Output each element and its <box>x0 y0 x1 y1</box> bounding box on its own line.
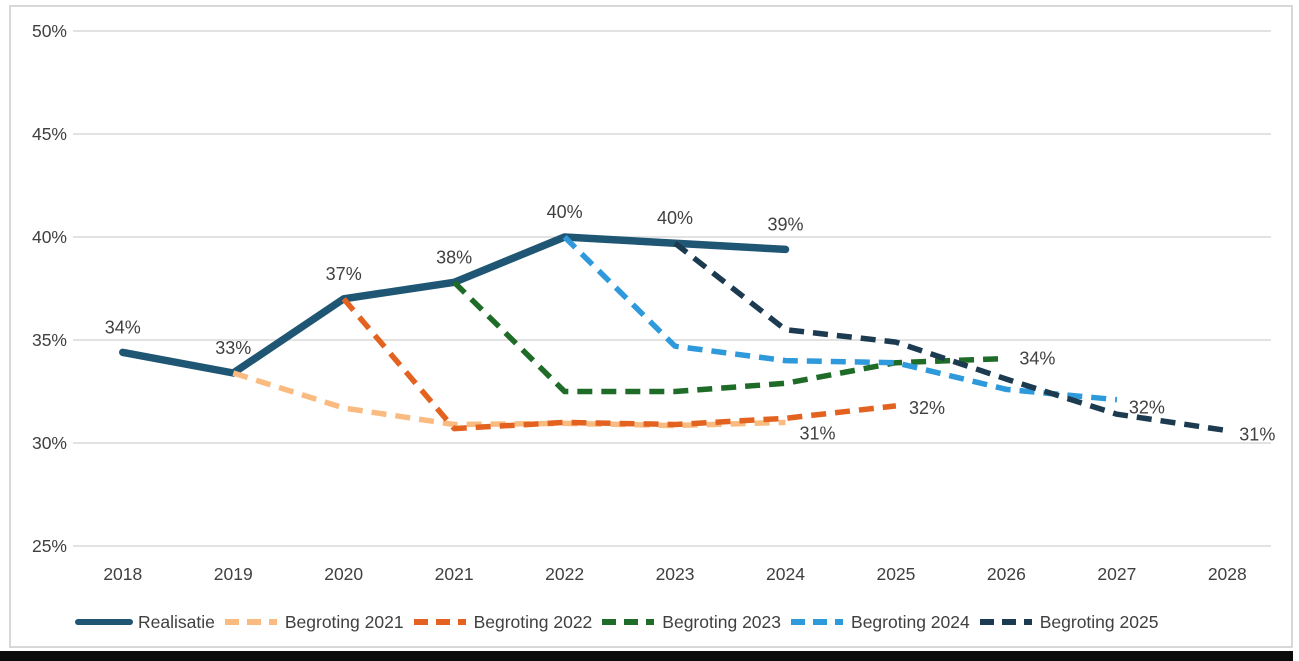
data-label: 40% <box>657 208 693 228</box>
legend-item-begroting-2022: Begroting 2022 <box>411 612 600 633</box>
y-tick-label: 50% <box>32 21 67 41</box>
x-tick-label: 2026 <box>987 564 1026 584</box>
y-tick-label: 25% <box>32 536 67 556</box>
legend-label: Begroting 2025 <box>1039 611 1159 632</box>
x-tick-label: 2020 <box>324 564 363 584</box>
data-label: 40% <box>547 202 583 222</box>
data-label: 39% <box>767 214 803 234</box>
legend-label: Realisatie <box>138 611 215 632</box>
series-line-begroting-2024 <box>562 235 1118 403</box>
x-tick-label: 2027 <box>1097 564 1136 584</box>
data-label: 32% <box>909 398 945 418</box>
legend-label: Begroting 2023 <box>662 611 782 632</box>
x-tick-label: 2025 <box>876 564 915 584</box>
data-label: 34% <box>105 317 141 337</box>
y-tick-label: 40% <box>32 227 67 247</box>
legend-item-begroting-2025: Begroting 2025 <box>977 612 1166 633</box>
data-label: 32% <box>1129 398 1165 418</box>
chart-legend: Realisatie Begroting 2021 Begroting 2022 Be… <box>75 609 1165 635</box>
data-label: 34% <box>1019 349 1055 369</box>
y-tick-label: 30% <box>32 433 67 453</box>
legend-swatch <box>791 619 844 625</box>
x-tick-label: 2024 <box>766 564 805 584</box>
x-tick-label: 2018 <box>103 564 142 584</box>
y-tick-label: 45% <box>32 124 67 144</box>
x-tick-label: 2021 <box>435 564 474 584</box>
chart-frame <box>9 5 1293 648</box>
x-tick-label: 2023 <box>656 564 695 584</box>
legend-swatch <box>224 619 277 625</box>
legend-label: Begroting 2022 <box>473 611 593 632</box>
legend-item-begroting-2024: Begroting 2024 <box>788 612 977 633</box>
legend-item-begroting-2021: Begroting 2021 <box>222 612 411 633</box>
data-label: 31% <box>1239 425 1275 445</box>
x-tick-label: 2022 <box>545 564 584 584</box>
x-tick-label: 2028 <box>1208 564 1247 584</box>
legend-item-realisatie: Realisatie <box>75 612 222 633</box>
legend-swatch <box>413 619 466 625</box>
legend-swatch <box>979 619 1032 625</box>
y-tick-label: 35% <box>32 330 67 350</box>
bottom-window-edge <box>0 651 1293 661</box>
legend-swatch <box>602 619 655 625</box>
legend-item-begroting-2023: Begroting 2023 <box>599 612 788 633</box>
data-label: 33% <box>215 338 251 358</box>
series-line-begroting-2023 <box>452 280 1007 395</box>
legend-label: Begroting 2021 <box>284 611 404 632</box>
legend-label: Begroting 2024 <box>851 611 970 632</box>
legend-swatch <box>75 619 133 625</box>
data-label: 37% <box>326 264 362 284</box>
data-label: 31% <box>800 423 836 443</box>
series-line-begroting-2021 <box>232 370 786 429</box>
data-label: 38% <box>436 247 472 267</box>
series-line-begroting-2022 <box>341 297 897 432</box>
x-tick-label: 2019 <box>214 564 253 584</box>
